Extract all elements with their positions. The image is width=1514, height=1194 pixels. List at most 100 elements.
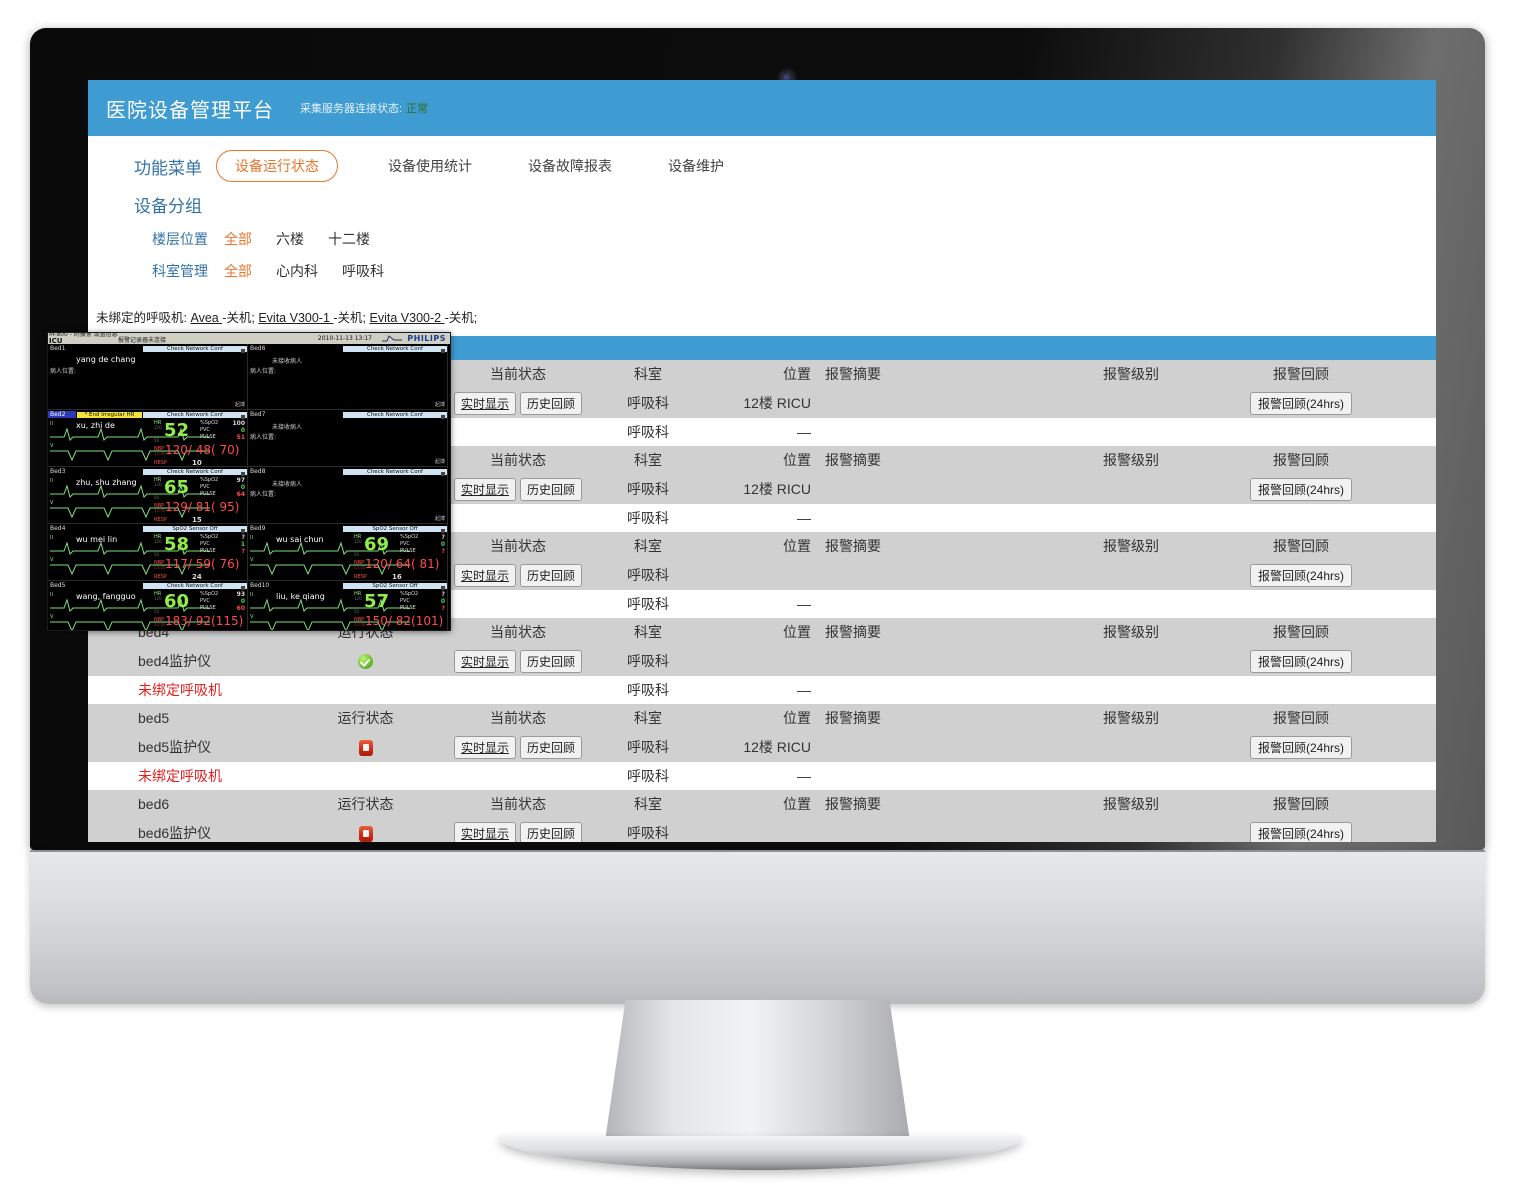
filter-label-floor: 楼层位置 (152, 231, 208, 247)
philips-pulse-value: 64 (236, 491, 245, 498)
col-current-state: 当前状态 (490, 452, 546, 468)
live-display-button[interactable]: 实时显示 (453, 391, 516, 415)
philips-bed-header: Bed7 Check Network Conf (248, 410, 447, 419)
vent-dept-cell: 呼吸科 (627, 596, 669, 612)
live-display-button[interactable]: 实时显示 (453, 821, 516, 842)
alarm-review-24h-button[interactable]: 报警回顾(24hrs) (1249, 563, 1352, 587)
run-state-cell (288, 738, 443, 756)
unbound-link-evita-v300-2[interactable]: Evita V300-2 (369, 311, 445, 325)
philips-lead-ii-label: II (250, 592, 253, 598)
philips-pvc-label: PVC (200, 427, 210, 433)
philips-network-conf-button[interactable]: Check Network Conf (343, 345, 447, 353)
vent-dept-cell: 呼吸科 (627, 768, 669, 784)
philips-bed-cell: Bed7 Check Network Conf 未接收病人 病人位置: 起搏 (248, 410, 448, 467)
philips-network-conf-button[interactable]: Check Network Conf (343, 411, 447, 419)
vent-dept-cell: 呼吸科 (627, 424, 669, 440)
philips-bed-id: Bed2 (48, 411, 76, 418)
live-display-button[interactable]: 实时显示 (453, 563, 516, 587)
col-dept: 科室 (634, 624, 662, 640)
nav-row: 功能菜单 设备运行状态 设备使用统计 设备故障报表 设备维护 (134, 150, 1436, 182)
filter-dept-respiratory[interactable]: 呼吸科 (342, 263, 384, 279)
location-cell: 12楼 RICU (743, 395, 811, 411)
col-alarm-level: 报警级别 (1103, 452, 1159, 468)
tab-device-fault-report[interactable]: 设备故障报表 (528, 158, 612, 174)
col-alarm-summary: 报警摘要 (825, 796, 881, 812)
philips-spo2-label: %SpO2 (200, 534, 219, 540)
philips-wave-icon (382, 335, 402, 342)
vent-location-cell: — (797, 510, 811, 526)
philips-lead-ii-label: II (250, 535, 253, 541)
col-alarm-review: 报警回顾 (1273, 624, 1329, 640)
alarm-review-24h-button[interactable]: 报警回顾(24hrs) (1249, 477, 1352, 501)
current-state-cell: 实时显示 历史回顾 (443, 563, 593, 587)
philips-nbp-time: 13:00 (354, 565, 366, 570)
tab-device-usage-stats[interactable]: 设备使用统计 (388, 158, 472, 174)
col-alarm-summary: 报警摘要 (825, 538, 881, 554)
live-display-button[interactable]: 实时显示 (453, 735, 516, 759)
philips-resp-label: RESP (154, 517, 167, 523)
philips-network-conf-button[interactable]: SpO2 Sensor Off (143, 525, 247, 533)
unbound-link-avea[interactable]: Avea (190, 311, 223, 325)
tab-device-run-status[interactable]: 设备运行状态 (216, 150, 338, 182)
history-review-button[interactable]: 历史回顾 (520, 821, 583, 842)
philips-lead-v-label: V (250, 614, 254, 620)
col-dept: 科室 (634, 538, 662, 554)
filter-dept-all[interactable]: 全部 (224, 263, 252, 279)
philips-hr-value: 58 (164, 534, 190, 555)
unbound-link-evita-v300-1[interactable]: Evita V300-1 (258, 311, 334, 325)
col-alarm-level: 报警级别 (1103, 796, 1159, 812)
philips-no-patient-label: 未接收病人 (272, 481, 303, 488)
philips-bed-id: Bed7 (250, 411, 266, 418)
philips-network-conf-button[interactable]: Check Network Conf (343, 468, 447, 476)
philips-spo2-label: %SpO2 (400, 534, 419, 540)
col-current-state: 当前状态 (490, 366, 546, 382)
philips-network-conf-button[interactable]: Check Network Conf (143, 582, 247, 590)
philips-bed-id: Bed9 (250, 525, 266, 532)
alarm-review-24h-button[interactable]: 报警回顾(24hrs) (1249, 821, 1352, 842)
philips-hr-high-limit: 120 (154, 425, 162, 430)
history-review-button[interactable]: 历史回顾 (520, 477, 583, 501)
philips-bed-id: Bed8 (250, 468, 266, 475)
philips-network-conf-button[interactable]: SpO2 Sensor Off (343, 525, 447, 533)
unbound-status-avea: -关机; (222, 311, 255, 325)
col-run-state: 运行状态 (337, 796, 394, 812)
philips-patient-name: wang, fangguo (76, 592, 136, 601)
alarm-review-24h-button[interactable]: 报警回顾(24hrs) (1249, 649, 1352, 673)
philips-spo2-label: %SpO2 (400, 591, 419, 597)
alarm-review-24h-button[interactable]: 报警回顾(24hrs) (1249, 735, 1352, 759)
filter-floor-6[interactable]: 六楼 (276, 231, 304, 247)
alarm-review-24h-button[interactable]: 报警回顾(24hrs) (1249, 391, 1352, 415)
alarm-review-cell: 报警回顾(24hrs) (1201, 821, 1401, 842)
history-review-button[interactable]: 历史回顾 (520, 649, 583, 673)
col-alarm-review: 报警回顾 (1273, 366, 1329, 382)
philips-nbp-label: NBP (354, 560, 365, 566)
philips-hr-label: HR (154, 591, 162, 597)
alarm-review-cell: 报警回顾(24hrs) (1201, 391, 1401, 415)
filter-floor-12[interactable]: 十二楼 (328, 231, 370, 247)
philips-network-conf-button[interactable]: SpO2 Sensor Off (343, 582, 447, 590)
current-state-cell: 实时显示 历史回顾 (443, 649, 593, 673)
philips-nbp-value: 183/ 92(115) (165, 614, 244, 628)
history-review-button[interactable]: 历史回顾 (520, 563, 583, 587)
col-alarm-review: 报警回顾 (1273, 796, 1329, 812)
philips-pulse-label: PULSE (200, 605, 216, 611)
philips-pulse-label: PULSE (400, 548, 416, 554)
philips-unit-label: ICU (49, 337, 63, 345)
filter-dept-cardiology[interactable]: 心内科 (276, 263, 318, 279)
live-display-button[interactable]: 实时显示 (453, 649, 516, 673)
filter-floor-all[interactable]: 全部 (224, 231, 252, 247)
philips-spo2-value: 93 (236, 591, 245, 598)
philips-network-conf-button[interactable]: Check Network Conf (143, 411, 247, 419)
col-dept: 科室 (634, 710, 662, 726)
philips-hr-low-limit: 50 (354, 609, 360, 614)
tab-device-maintenance[interactable]: 设备维护 (668, 158, 724, 174)
philips-network-conf-button[interactable]: Check Network Conf (143, 468, 247, 476)
philips-pulse-value: ? (241, 548, 245, 555)
dept-cell: 呼吸科 (627, 739, 669, 755)
philips-network-conf-button[interactable]: Check Network Conf (143, 345, 247, 353)
history-review-button[interactable]: 历史回顾 (520, 735, 583, 759)
philips-nbp-time: 13:00 (154, 622, 166, 627)
history-review-button[interactable]: 历史回顾 (520, 391, 583, 415)
current-state-cell: 实时显示 历史回顾 (443, 735, 593, 759)
live-display-button[interactable]: 实时显示 (453, 477, 516, 501)
